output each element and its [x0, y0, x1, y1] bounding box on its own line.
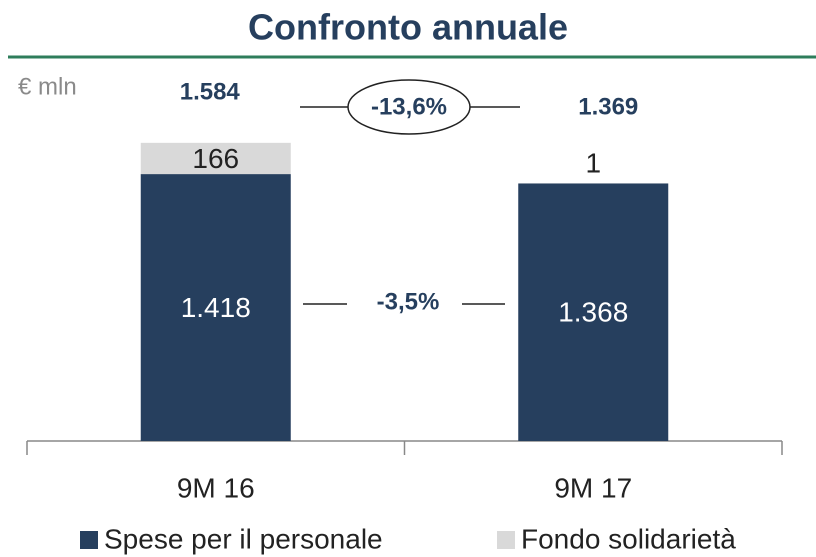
data-label: 1	[585, 148, 601, 179]
bar-segment	[140, 174, 291, 442]
highlight-ellipse	[347, 79, 471, 135]
total-label: 1.584	[180, 78, 241, 105]
data-label: 1.418	[181, 292, 251, 323]
data-label: 1.368	[558, 297, 628, 328]
legend-swatch	[80, 531, 98, 549]
x-tick-label: 9M 16	[177, 472, 255, 503]
data-label: 166	[192, 143, 239, 174]
annotation: -13,6%	[371, 93, 447, 120]
x-tick-label: 9M 17	[554, 472, 632, 503]
annotation-total-change: -13,6%	[300, 79, 520, 135]
annotation-staff-change: -3,5%	[303, 288, 505, 315]
legend-label: Fondo solidarietà	[521, 523, 736, 554]
total-label: 1.369	[578, 93, 638, 120]
chart-title: Confronto annuale	[248, 7, 568, 48]
bar-segment	[518, 183, 669, 441]
annotation: -3,5%	[377, 288, 440, 315]
unit-label: € mln	[18, 73, 77, 100]
bar-segment	[140, 142, 291, 175]
legend-label: Spese per il personale	[104, 523, 383, 554]
legend-swatch	[497, 531, 515, 549]
